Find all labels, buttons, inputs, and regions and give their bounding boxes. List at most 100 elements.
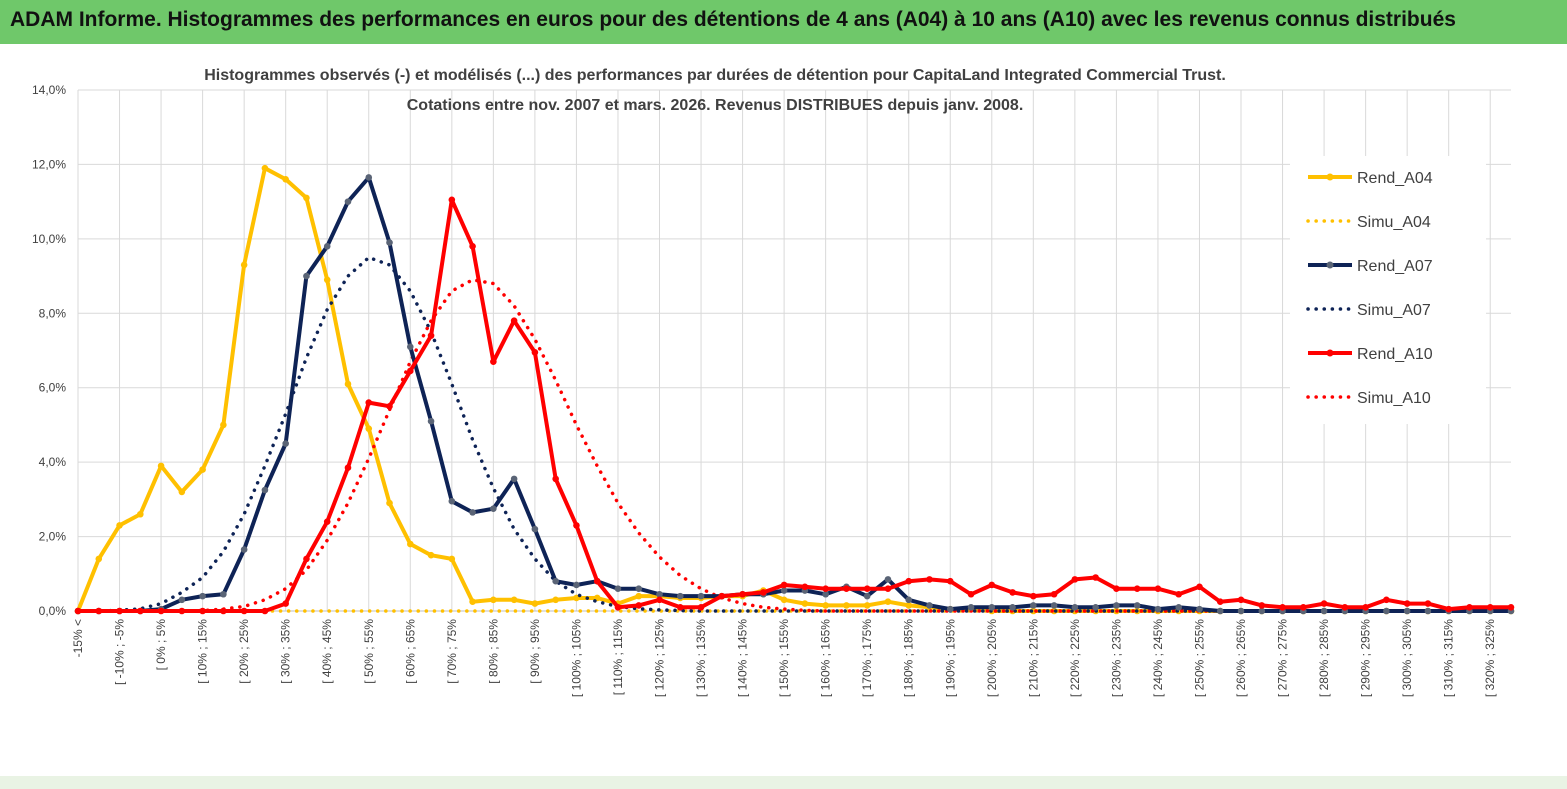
data-point (469, 598, 476, 605)
data-point (573, 522, 580, 529)
data-point (760, 589, 767, 596)
x-axis-ticks: -15% < [ -10% ; -5% [ 0% ; 5% [ 10% ; 15% [ … (71, 619, 1497, 697)
data-point (1030, 592, 1037, 600)
data-point (510, 596, 518, 604)
data-point (863, 585, 871, 592)
data-point (1237, 596, 1245, 604)
bottom-border (0, 776, 1567, 789)
data-point (116, 607, 123, 615)
data-point (406, 367, 414, 375)
chart-subtitle-line-2: Cotations entre nov. 2007 et mars. 2026.… (407, 97, 1024, 114)
data-point (448, 196, 456, 204)
data-point (116, 522, 123, 529)
data-point (157, 607, 165, 615)
data-point (780, 587, 788, 594)
data-point (635, 602, 643, 609)
data-point (1071, 603, 1079, 611)
x-tick-label: [ 270% ; 275% (1276, 619, 1290, 697)
data-point (74, 607, 82, 615)
data-point (1175, 603, 1183, 611)
data-point (1486, 603, 1494, 611)
x-tick-label: [ 30% ; 35% (279, 619, 293, 684)
data-point (822, 585, 829, 592)
data-point (614, 603, 622, 611)
data-point (386, 403, 393, 410)
data-point (843, 585, 850, 592)
data-point (926, 602, 933, 609)
data-point (1424, 607, 1432, 615)
data-point (1133, 602, 1141, 609)
x-tick-label: [ 130% ; 135% (694, 619, 708, 697)
histogram-chart: 0,0% 2,0% 4,0% 6,0% 8,0% 10,0% 12,0% 14,0% -15%… (0, 44, 1567, 776)
data-point (967, 603, 975, 611)
data-point (303, 194, 310, 202)
x-tick-label: [ 260% ; 265% (1234, 619, 1248, 697)
data-point (490, 505, 497, 512)
data-point (822, 602, 829, 609)
data-point (946, 577, 954, 585)
data-point (344, 380, 352, 388)
data-point (199, 466, 206, 473)
x-tick-label: [ 320% ; 325% (1483, 619, 1497, 697)
data-point (365, 399, 373, 406)
data-point (1154, 585, 1162, 592)
data-point (1362, 603, 1369, 611)
data-point (988, 603, 996, 611)
legend-label-Rend_A04: Rend_A04 (1357, 170, 1433, 187)
data-point (1009, 603, 1016, 611)
data-point (303, 272, 310, 280)
data-point (1466, 603, 1473, 611)
x-tick-label: [ 10% ; 15% (196, 619, 210, 684)
series-line-Rend_A07 (78, 175, 1511, 613)
legend-label-Simu_A10: Simu_A10 (1357, 390, 1431, 407)
data-point (926, 576, 933, 583)
data-point (1113, 585, 1120, 592)
data-point (220, 590, 227, 598)
data-point (1175, 590, 1183, 598)
data-point (178, 596, 186, 604)
data-point (1383, 607, 1390, 615)
data-point (1320, 600, 1328, 607)
series-Simu_A07 (76, 255, 1513, 613)
data-point (323, 518, 331, 525)
x-tick-label: [ 250% ; 255% (1192, 619, 1206, 697)
data-point (863, 592, 871, 600)
y-tick-label: 12,0% (32, 157, 66, 171)
chart-subtitle: Histogrammes observés (-) et modélisés (… (204, 67, 1226, 114)
data-point (905, 577, 913, 585)
y-tick-label: 6,0% (39, 381, 67, 395)
data-point (1445, 605, 1452, 613)
x-tick-label: [ 190% ; 195% (943, 619, 957, 697)
x-tick-label: [ -10% ; -5% (113, 619, 127, 685)
data-point (261, 486, 269, 494)
data-point (635, 592, 643, 600)
data-point (406, 343, 414, 351)
data-point (718, 592, 726, 600)
data-point (178, 607, 186, 615)
data-point (1030, 602, 1037, 609)
data-point (137, 607, 144, 615)
data-point (199, 607, 206, 615)
x-tick-label: [ 300% ; 305% (1400, 619, 1414, 697)
data-point (469, 509, 476, 516)
data-point (1237, 607, 1245, 615)
data-point (1092, 574, 1099, 581)
y-tick-label: 2,0% (39, 530, 67, 544)
data-point (697, 603, 705, 611)
data-point (801, 583, 809, 591)
legend-background (1290, 156, 1486, 424)
data-point (801, 600, 809, 607)
x-tick-label: [ 60% ; 65% (403, 619, 417, 684)
data-point (469, 243, 476, 250)
data-point (614, 585, 622, 592)
data-point (1507, 603, 1515, 611)
x-tick-label: [ 160% ; 165% (819, 619, 833, 697)
x-tick-label: [ 110% ; 115% (611, 619, 625, 696)
legend: Rend_A04 Simu_A04 Rend_A07 Simu_A07 Rend_A10… (1290, 156, 1486, 424)
data-point (1113, 602, 1120, 609)
x-tick-label: [ 200% ; 205% (985, 619, 999, 697)
data-point (427, 332, 435, 339)
data-point (552, 577, 559, 585)
series-group (74, 164, 1515, 615)
x-tick-label: [ 220% ; 225% (1068, 619, 1082, 697)
